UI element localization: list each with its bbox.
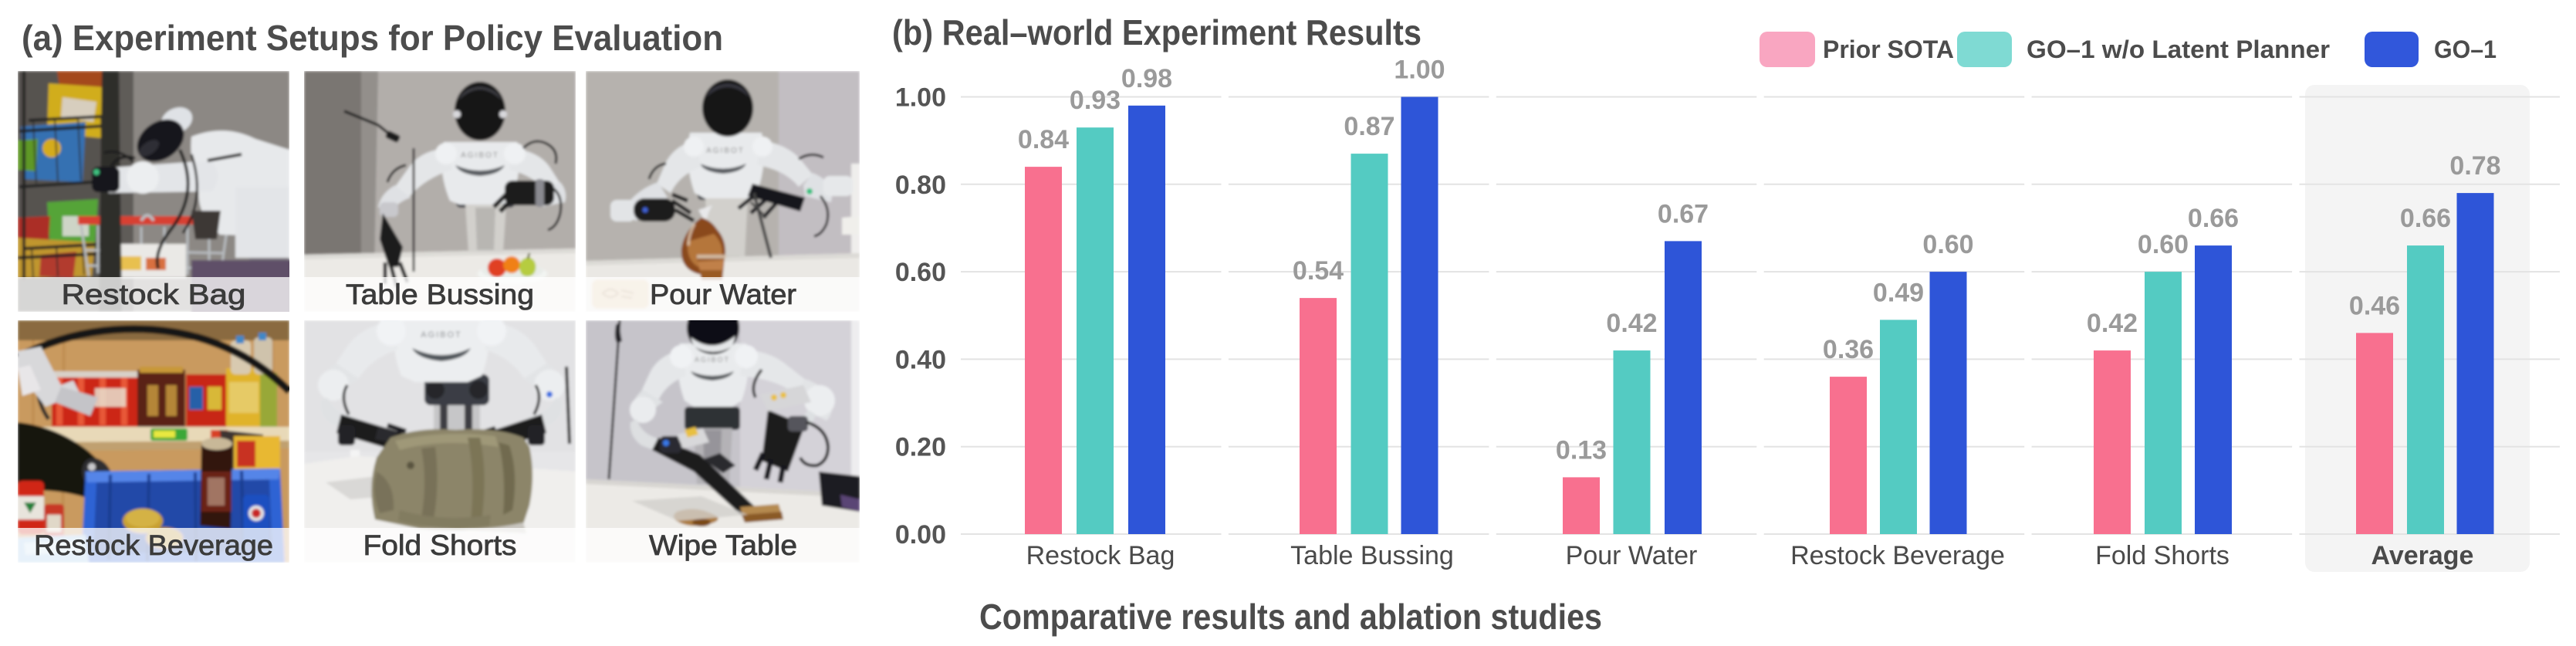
svg-text:(b) Real–world Experiment Resu: (b) Real–world Experiment Results [892,12,1422,52]
svg-text:AGIBOT: AGIBOT [695,356,730,364]
svg-text:Fold Shorts: Fold Shorts [2095,541,2229,570]
svg-text:1.00: 1.00 [1394,56,1445,85]
svg-text:Comparative results and ablati: Comparative results and ablation studies [979,597,1602,637]
svg-text:Restock Beverage: Restock Beverage [34,529,273,561]
svg-text:Table Bussing: Table Bussing [346,279,534,310]
svg-text:Prior SOTA: Prior SOTA [1823,36,1954,63]
svg-text:0.49: 0.49 [1873,278,1924,307]
svg-text:0.78: 0.78 [2449,151,2500,181]
svg-text:0.13: 0.13 [1556,435,1607,465]
svg-text:Restock Beverage: Restock Beverage [1790,541,2005,570]
svg-text:0.36: 0.36 [1823,335,1874,364]
svg-text:AGIBOT: AGIBOT [706,147,745,155]
svg-text:(a) Experiment Setups for Poli: (a) Experiment Setups for Policy Evaluat… [22,18,723,58]
svg-text:Average: Average [2371,541,2474,570]
svg-text:AGIBOT: AGIBOT [421,330,462,340]
svg-text:0.42: 0.42 [2087,309,2138,338]
svg-text:0.93: 0.93 [1070,86,1121,115]
svg-text:Table Bussing: Table Bussing [1290,541,1454,570]
svg-text:0.60: 0.60 [1922,230,1973,259]
svg-text:0.60: 0.60 [895,258,946,287]
svg-text:0.40: 0.40 [895,345,946,374]
svg-text:0.66: 0.66 [2400,204,2451,233]
svg-text:0.00: 0.00 [895,520,946,550]
svg-text:0.67: 0.67 [1658,199,1709,228]
svg-text:0.80: 0.80 [895,171,946,200]
svg-text:0.98: 0.98 [1121,64,1172,93]
svg-text:AGIBOT: AGIBOT [461,151,499,160]
svg-text:0.66: 0.66 [2188,204,2239,233]
svg-text:Restock Bag: Restock Bag [1026,541,1175,570]
svg-text:GO–1: GO–1 [2434,36,2497,63]
svg-text:0.20: 0.20 [895,433,946,462]
svg-text:0.54: 0.54 [1293,256,1344,286]
svg-text:0.46: 0.46 [2349,291,2400,320]
svg-text:0.84: 0.84 [1018,125,1069,154]
svg-text:0.60: 0.60 [2138,230,2189,259]
svg-text:Restock Bag: Restock Bag [62,279,246,310]
svg-text:Pour Water: Pour Water [1566,541,1698,570]
svg-text:Pour Water: Pour Water [650,279,796,310]
svg-text:1.00: 1.00 [895,83,946,113]
svg-text:0.87: 0.87 [1344,112,1394,141]
svg-text:Fold Shorts: Fold Shorts [363,529,517,561]
svg-text:0.42: 0.42 [1606,309,1657,338]
svg-text:GO–1 w/o Latent Planner: GO–1 w/o Latent Planner [2027,36,2330,63]
svg-text:Wipe Table: Wipe Table [649,529,797,561]
